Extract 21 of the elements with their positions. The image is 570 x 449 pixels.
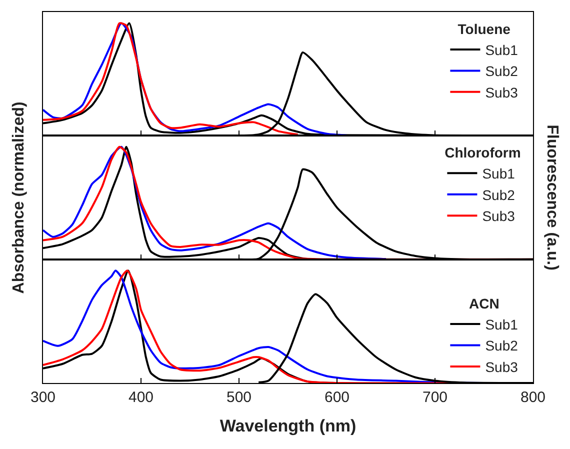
legend-label: Sub2 (485, 338, 518, 354)
legend-label: Sub1 (485, 42, 518, 58)
legend-title: Toluene (458, 20, 511, 37)
legend-label: Sub2 (482, 186, 516, 203)
x-tick-label: 500 (226, 389, 252, 406)
legend-label: Sub3 (482, 208, 516, 224)
legend-label: Sub3 (485, 84, 518, 100)
x-axis-title: Wavelength (nm) (220, 416, 356, 436)
legend-label: Sub1 (482, 166, 516, 182)
legend-label: Sub2 (485, 63, 518, 80)
x-tick-label: 300 (30, 389, 56, 406)
legend-label: Sub1 (485, 316, 518, 333)
x-tick-label: 800 (520, 389, 546, 406)
legend-label: Sub3 (485, 358, 518, 375)
x-tick-label: 600 (324, 389, 350, 406)
x-tick-label: 700 (422, 389, 448, 406)
x-tick-label: 400 (128, 389, 154, 406)
y2-axis-title: Fluorescence (a.u.) (543, 124, 560, 270)
legend-title: Chloroform (444, 144, 521, 161)
legend-title: ACN (469, 295, 500, 312)
y-axis-title: Absorbance (normalized) (10, 102, 28, 294)
